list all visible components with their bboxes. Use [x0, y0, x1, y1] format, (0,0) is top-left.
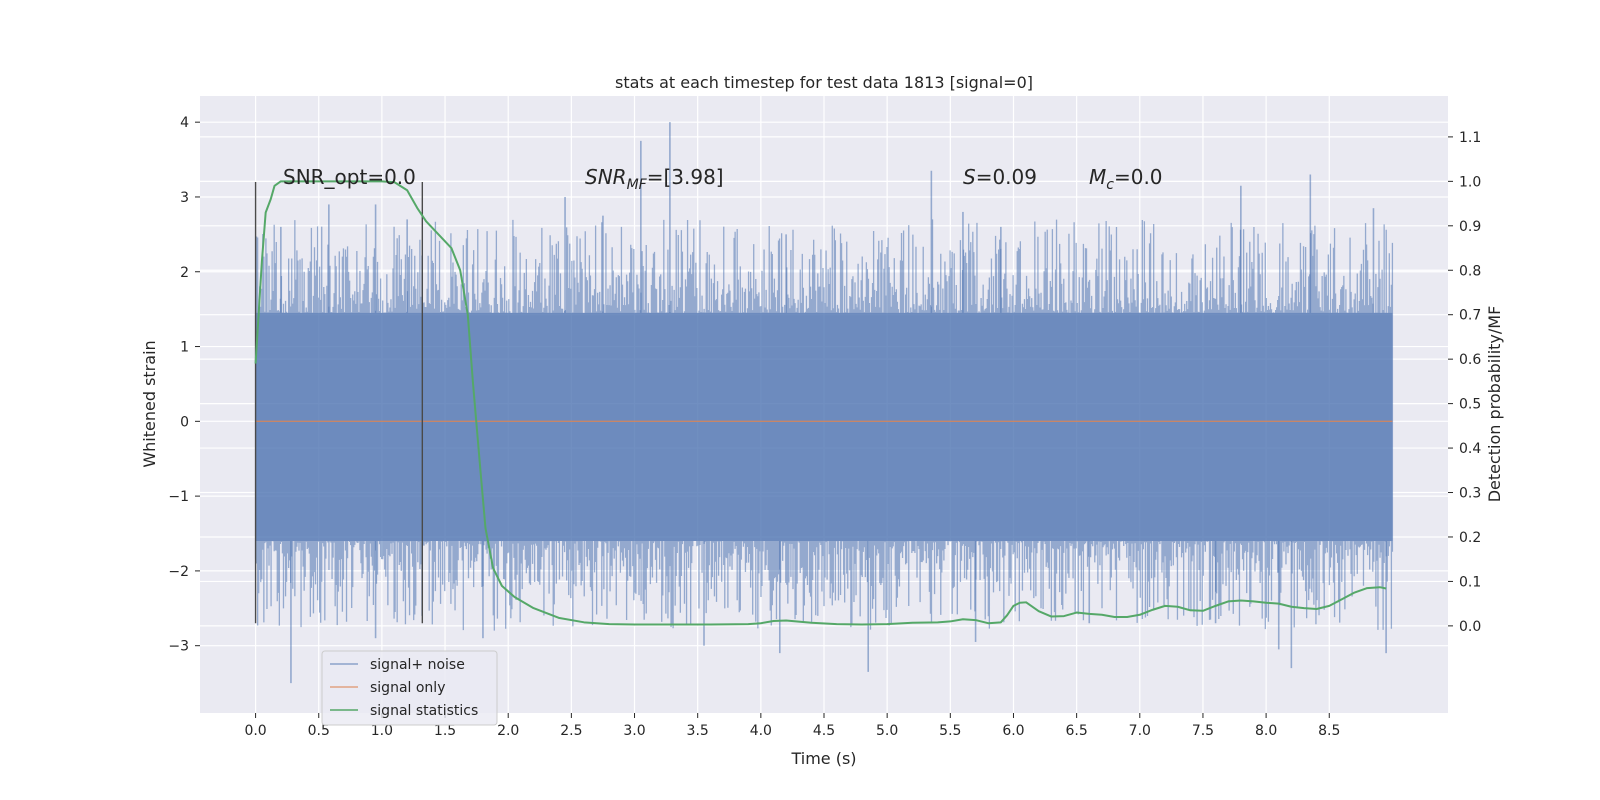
- legend-label-signal-statistics: signal statistics: [370, 703, 478, 719]
- x-tick-label: 8.5: [1318, 723, 1340, 739]
- y-right-tick-label: 0.4: [1459, 441, 1481, 457]
- x-tick-label: 4.0: [750, 723, 772, 739]
- signal-noise-series: [254, 122, 1394, 684]
- chart-title: stats at each timestep for test data 181…: [615, 73, 1033, 92]
- y-right-tick-label: 0.9: [1459, 219, 1481, 235]
- y-right-tick-label: 0.0: [1459, 619, 1481, 635]
- vertical-markers: [254, 182, 424, 624]
- y-right-tick-label: 0.1: [1459, 574, 1481, 590]
- legend-label-signal-only: signal only: [370, 680, 445, 696]
- y-right-tick-label: 1.1: [1459, 130, 1481, 146]
- y-tick-label: −3: [168, 639, 189, 655]
- snr-mf-value: =[3.98]: [647, 165, 724, 189]
- y-right-tick-label: 0.7: [1459, 308, 1481, 324]
- y-right-tick-label: 0.3: [1459, 486, 1481, 502]
- x-tick-label: 5.5: [939, 723, 961, 739]
- y-right-tick-label: 0.6: [1459, 352, 1481, 368]
- y-tick-label: −2: [168, 564, 189, 580]
- y-tick-label: 3: [180, 190, 189, 206]
- x-axis-label: Time (s): [790, 749, 856, 768]
- x-tick-label: 6.0: [1002, 723, 1024, 739]
- snr-mf-symbol: SNR: [585, 165, 627, 189]
- s-annotation: S=0.09: [963, 165, 1037, 189]
- signal-statistics-series: [254, 180, 1387, 626]
- y-right-tick-label: 1.0: [1459, 174, 1481, 190]
- x-tick-label: 2.5: [560, 723, 582, 739]
- y-right-tick-label: 0.8: [1459, 263, 1481, 279]
- y-axis-label: Whitened strain: [140, 340, 159, 467]
- s-value: =0.09: [976, 165, 1037, 189]
- annotations: SNR_opt=0.0 SNRMF=[3.98] S=0.09 Mc=0.0: [283, 165, 1163, 193]
- mc-value: =0.0: [1114, 165, 1163, 189]
- x-tick-label: 8.0: [1255, 723, 1277, 739]
- signal-statistics-line: [254, 180, 1387, 626]
- y-right-tick-label: 0.5: [1459, 397, 1481, 413]
- x-tick-label: 0.0: [244, 723, 266, 739]
- mc-annotation: Mc=0.0: [1089, 165, 1163, 193]
- y-tick-label: 4: [180, 115, 189, 131]
- s-symbol: S: [963, 165, 976, 189]
- x-tick-label: 1.0: [371, 723, 393, 739]
- x-tick-label: 0.5: [308, 723, 330, 739]
- y-tick-label: −1: [168, 489, 189, 505]
- x-tick-label: 3.5: [687, 723, 709, 739]
- x-tick-label: 2.0: [497, 723, 519, 739]
- legend-box: [321, 650, 498, 726]
- x-tick-label: 6.5: [1065, 723, 1087, 739]
- x-tick-label: 5.0: [876, 723, 898, 739]
- mc-subscript: c: [1106, 177, 1114, 193]
- x-tick-label: 1.5: [434, 723, 456, 739]
- snr-mf-subscript: MF: [627, 177, 648, 193]
- x-tick-label: 7.5: [1192, 723, 1214, 739]
- snr-opt-annotation: SNR_opt=0.0: [283, 165, 416, 189]
- legend: signal+ noise signal only signal statist…: [321, 650, 498, 726]
- axis-ticks: 0.0 0.5 1.0 1.5 2.0 2.5 3.0 3.5 4.0 4.5 5.0 5.5 6.0 6…: [168, 115, 1481, 739]
- x-tick-label: 3.0: [623, 723, 645, 739]
- y-tick-label: 0: [180, 414, 189, 430]
- y-right-tick-label: 0.2: [1459, 530, 1481, 546]
- snr-mf-annotation: SNRMF=[3.98]: [585, 165, 724, 193]
- x-tick-label: 7.0: [1129, 723, 1151, 739]
- y-tick-label: 2: [180, 265, 189, 281]
- mc-symbol: M: [1089, 165, 1106, 189]
- y-tick-label: 1: [180, 340, 189, 356]
- x-tick-label: 4.5: [813, 723, 835, 739]
- y-axis-right-label: Detection probability/MF: [1485, 306, 1504, 503]
- legend-label-signal-noise: signal+ noise: [370, 657, 465, 673]
